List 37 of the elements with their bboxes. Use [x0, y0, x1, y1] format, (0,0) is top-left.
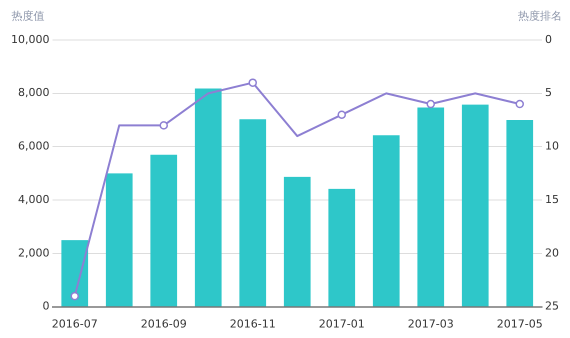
bar	[328, 188, 356, 306]
y-tick-label: 4,000	[18, 192, 50, 206]
y2-tick-label: 15	[545, 192, 560, 206]
y2-tick-label: 20	[545, 246, 560, 260]
bar	[106, 173, 133, 306]
bar	[462, 104, 489, 306]
bar	[61, 240, 88, 306]
y-tick-label: 2,000	[18, 246, 50, 260]
y-tick-label: 0	[42, 300, 50, 313]
point	[426, 100, 435, 108]
bar	[194, 88, 222, 306]
y-tick-label: 8,000	[18, 86, 50, 100]
point	[70, 292, 79, 300]
y2-tick-label: 25	[545, 300, 560, 313]
bar	[506, 120, 534, 306]
x-tick-label: 2017-05	[496, 317, 543, 330]
x-tick-label: 2016-09	[140, 317, 187, 330]
point	[248, 78, 257, 87]
bar	[372, 135, 400, 306]
point	[516, 100, 524, 108]
bar	[284, 176, 311, 306]
x-tick-label: 2016-11	[230, 317, 276, 330]
x-tick-label: 2016-07	[52, 317, 98, 330]
y2-tick-label: 5	[545, 86, 552, 100]
x-tick-label: 2017-01	[318, 317, 365, 330]
bar	[417, 108, 444, 306]
point	[338, 110, 346, 119]
y-tick-label: 10,000	[10, 32, 50, 46]
bar	[150, 154, 178, 306]
y2-tick-label: 0	[545, 32, 552, 46]
bar	[239, 119, 266, 306]
y-axis-title: 热度值	[12, 9, 44, 22]
y-tick-label: 6,000	[18, 140, 50, 153]
point	[159, 121, 168, 130]
x-tick-label: 2017-03	[408, 317, 454, 330]
y2-axis-title: 热度排名	[518, 9, 562, 22]
y2-tick-label: 10	[545, 140, 560, 153]
